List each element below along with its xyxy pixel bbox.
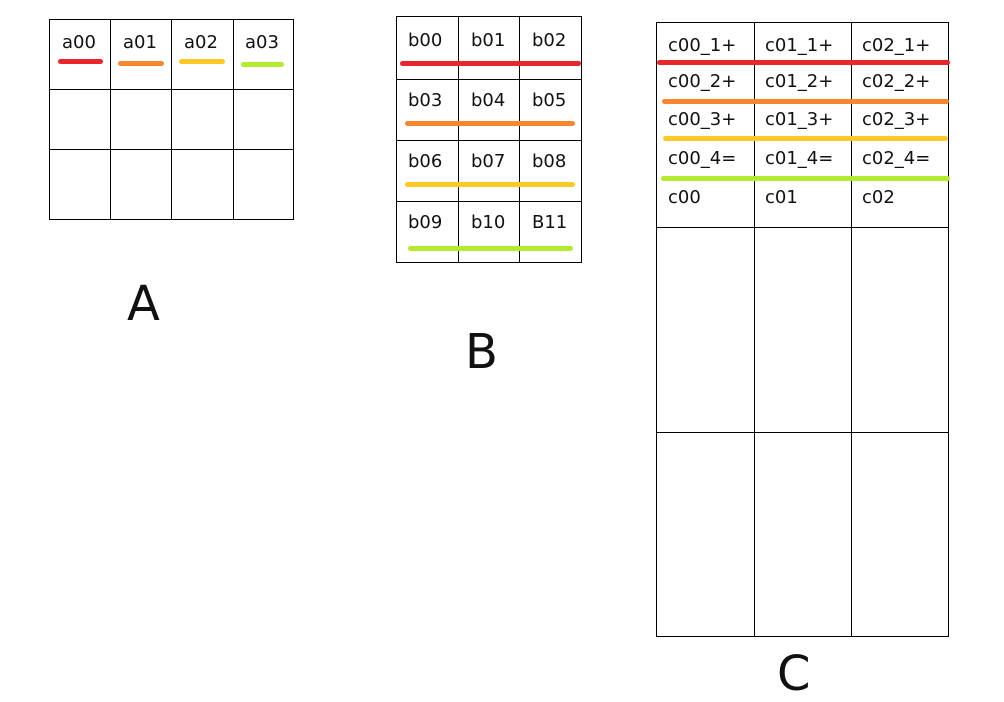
grid-a-caption: A [127, 276, 160, 332]
green-marker [661, 176, 950, 181]
red-marker [657, 60, 950, 65]
green-marker [241, 62, 284, 67]
grid-a-col-divider [233, 20, 234, 219]
grid-c-cell-c01-3: c01_3+ [765, 109, 834, 130]
grid-c: c00_1+ c01_1+ c02_1+ c00_2+ c01_2+ c02_2… [656, 22, 950, 637]
grid-a-col-divider [110, 20, 111, 219]
grid-b-cell-b03: b03 [408, 90, 443, 111]
grid-c-cell-c02-3: c02_3+ [862, 109, 931, 130]
grid-b-row-divider [397, 201, 581, 202]
grid-c-cell-c02: c02 [862, 187, 895, 208]
grid-c-cell-c00-4: c00_4= [668, 148, 737, 169]
grid-c-caption: C [777, 646, 811, 702]
grid-c-cell-c00: c00 [668, 187, 701, 208]
grid-b-cell-b08: b08 [532, 151, 567, 172]
grid-a-row-divider [50, 149, 293, 150]
grid-a-col-divider [171, 20, 172, 219]
grid-a: a00 a01 a02 a03 [49, 19, 294, 220]
grid-c-cell-c01-4: c01_4= [765, 148, 834, 169]
grid-b-col-divider [458, 17, 459, 262]
green-marker [408, 246, 573, 251]
grid-c-cell-c00-2: c00_2+ [668, 71, 737, 92]
grid-c-cell-c01-2: c01_2+ [765, 71, 834, 92]
grid-c-cell-c01: c01 [765, 187, 798, 208]
orange-marker [662, 99, 949, 104]
orange-marker [118, 61, 164, 66]
grid-a-row-divider [50, 89, 293, 90]
yellow-marker [405, 182, 575, 187]
grid-b-row-divider [397, 79, 581, 80]
grid-a-cell-a02: a02 [184, 32, 218, 53]
grid-b-cell-b07: b07 [471, 151, 506, 172]
grid-b-cell-b06: b06 [408, 151, 443, 172]
yellow-marker [179, 59, 225, 64]
grid-b-caption: B [465, 324, 498, 380]
grid-a-cell-a00: a00 [62, 32, 96, 53]
grid-a-cell-a03: a03 [245, 32, 279, 53]
grid-b: b00 b01 b02 b03 b04 b05 b06 b07 b08 b09 … [396, 16, 582, 263]
grid-a-cell-a01: a01 [123, 32, 157, 53]
red-marker [400, 61, 581, 66]
grid-c-cell-c02-2: c02_2+ [862, 71, 931, 92]
grid-b-cell-b04: b04 [471, 90, 506, 111]
grid-b-cell-b01: b01 [471, 30, 506, 51]
grid-b-cell-b05: b05 [532, 90, 567, 111]
grid-c-cell-c00-3: c00_3+ [668, 109, 737, 130]
yellow-marker [663, 136, 948, 141]
grid-c-cell-c00-1: c00_1+ [668, 35, 737, 56]
grid-b-cell-b09: b09 [408, 212, 443, 233]
grid-b-col-divider [519, 17, 520, 262]
grid-c-cell-c02-4: c02_4= [862, 148, 931, 169]
grid-c-cell-c02-1: c02_1+ [862, 35, 931, 56]
grid-c-row-divider [657, 227, 948, 228]
grid-b-row-divider [397, 140, 581, 141]
grid-b-cell-b02: b02 [532, 30, 567, 51]
grid-b-cell-b00: b00 [408, 30, 443, 51]
grid-b-cell-b11: B11 [532, 212, 568, 233]
grid-b-cell-b10: b10 [471, 212, 506, 233]
grid-c-row-divider [657, 432, 948, 433]
grid-c-cell-c01-1: c01_1+ [765, 35, 834, 56]
grid-c-col-divider [754, 23, 755, 636]
grid-c-col-divider [851, 23, 852, 636]
orange-marker [405, 121, 575, 126]
red-marker [58, 59, 103, 64]
